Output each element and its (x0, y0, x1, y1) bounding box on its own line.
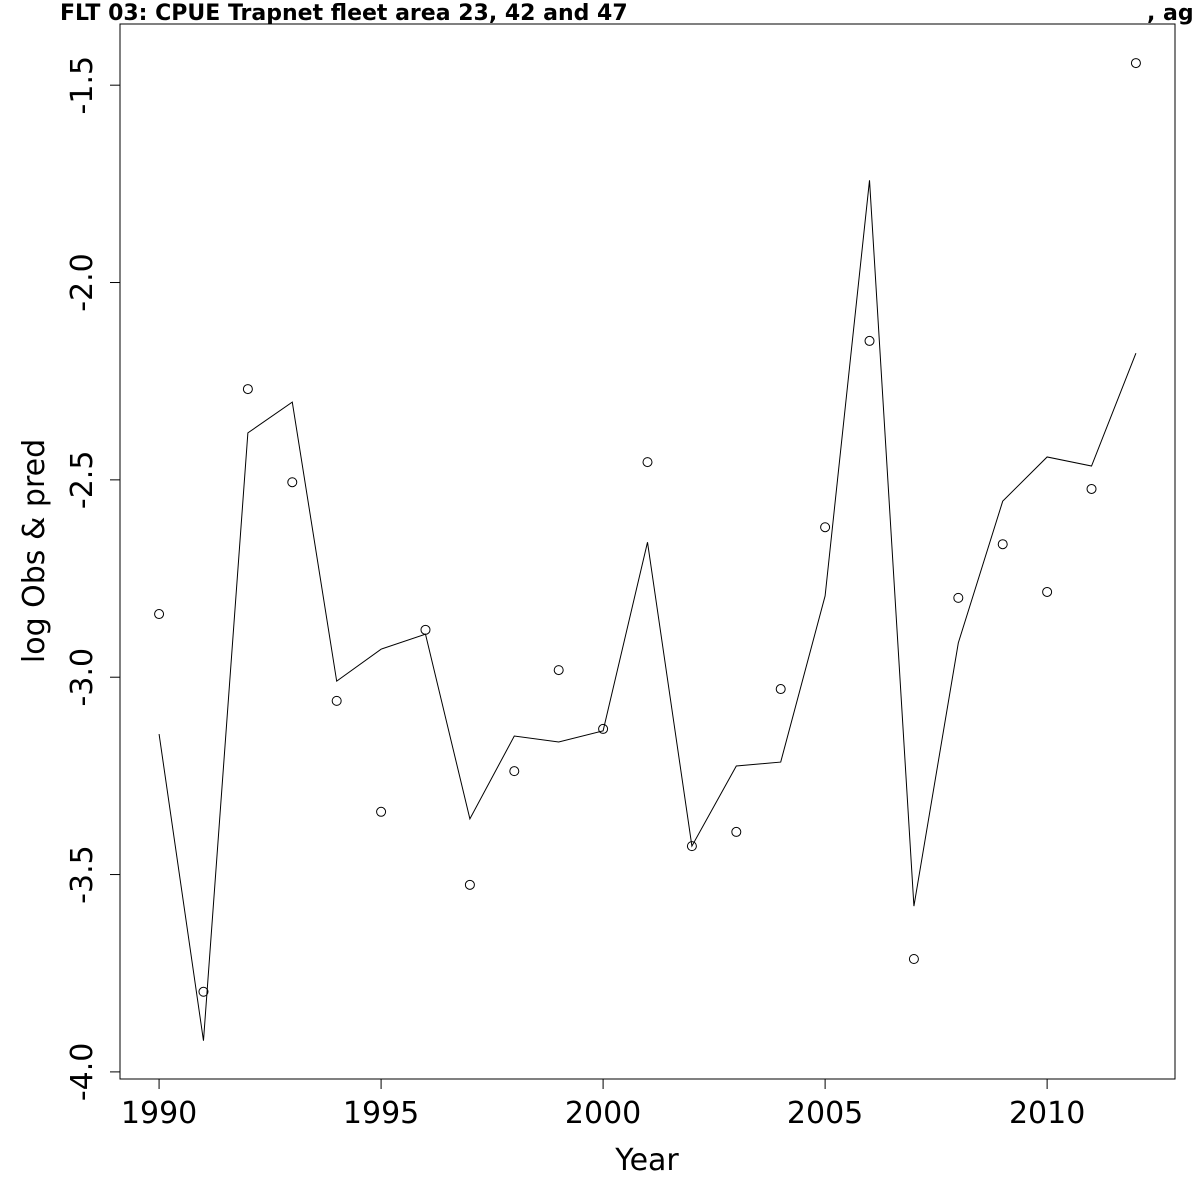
obs-point (154, 609, 165, 620)
obs-point (1042, 586, 1053, 597)
y-tick-label: -2.5 (65, 451, 100, 510)
y-tick-label: -4.0 (65, 1043, 100, 1102)
obs-point (1086, 483, 1097, 494)
x-axis-label: Year (614, 1143, 679, 1178)
y-axis-label: log Obs & pred (17, 439, 52, 663)
obs-point (509, 766, 520, 777)
obs-point (953, 592, 964, 603)
y-tick-label: -1.5 (65, 56, 100, 115)
x-tick-label: 2005 (787, 1096, 863, 1131)
pred-line (158, 180, 1137, 1041)
obs-point (598, 723, 609, 734)
obs-point (242, 384, 253, 395)
x-tick-label: 2000 (565, 1096, 641, 1131)
obs-point (997, 539, 1008, 550)
obs-point (287, 477, 298, 488)
obs-point (331, 695, 342, 706)
obs-point (820, 522, 831, 533)
obs-point (376, 806, 387, 817)
obs-point (908, 954, 919, 965)
obs-point (553, 665, 564, 676)
y-tick-label: -3.0 (65, 648, 100, 707)
x-tick-label: 2010 (1009, 1096, 1085, 1131)
obs-point (731, 826, 742, 837)
plot-frame (119, 23, 1176, 1080)
chart-title-suffix: , ag (1147, 1, 1194, 26)
obs-point (420, 624, 431, 635)
obs-point (198, 986, 209, 997)
x-tick-label: 1995 (343, 1096, 419, 1131)
obs-point (775, 684, 786, 695)
chart-title: FLT 03: CPUE Trapnet fleet area 23, 42 a… (60, 1, 628, 26)
y-tick-label: -3.5 (65, 845, 100, 904)
obs-point (1130, 58, 1141, 69)
obs-point (864, 335, 875, 346)
obs-point (686, 841, 697, 852)
y-tick-label: -2.0 (65, 253, 100, 312)
x-tick-label: 1990 (121, 1096, 197, 1131)
obs-point (642, 457, 653, 468)
obs-point (464, 879, 475, 890)
